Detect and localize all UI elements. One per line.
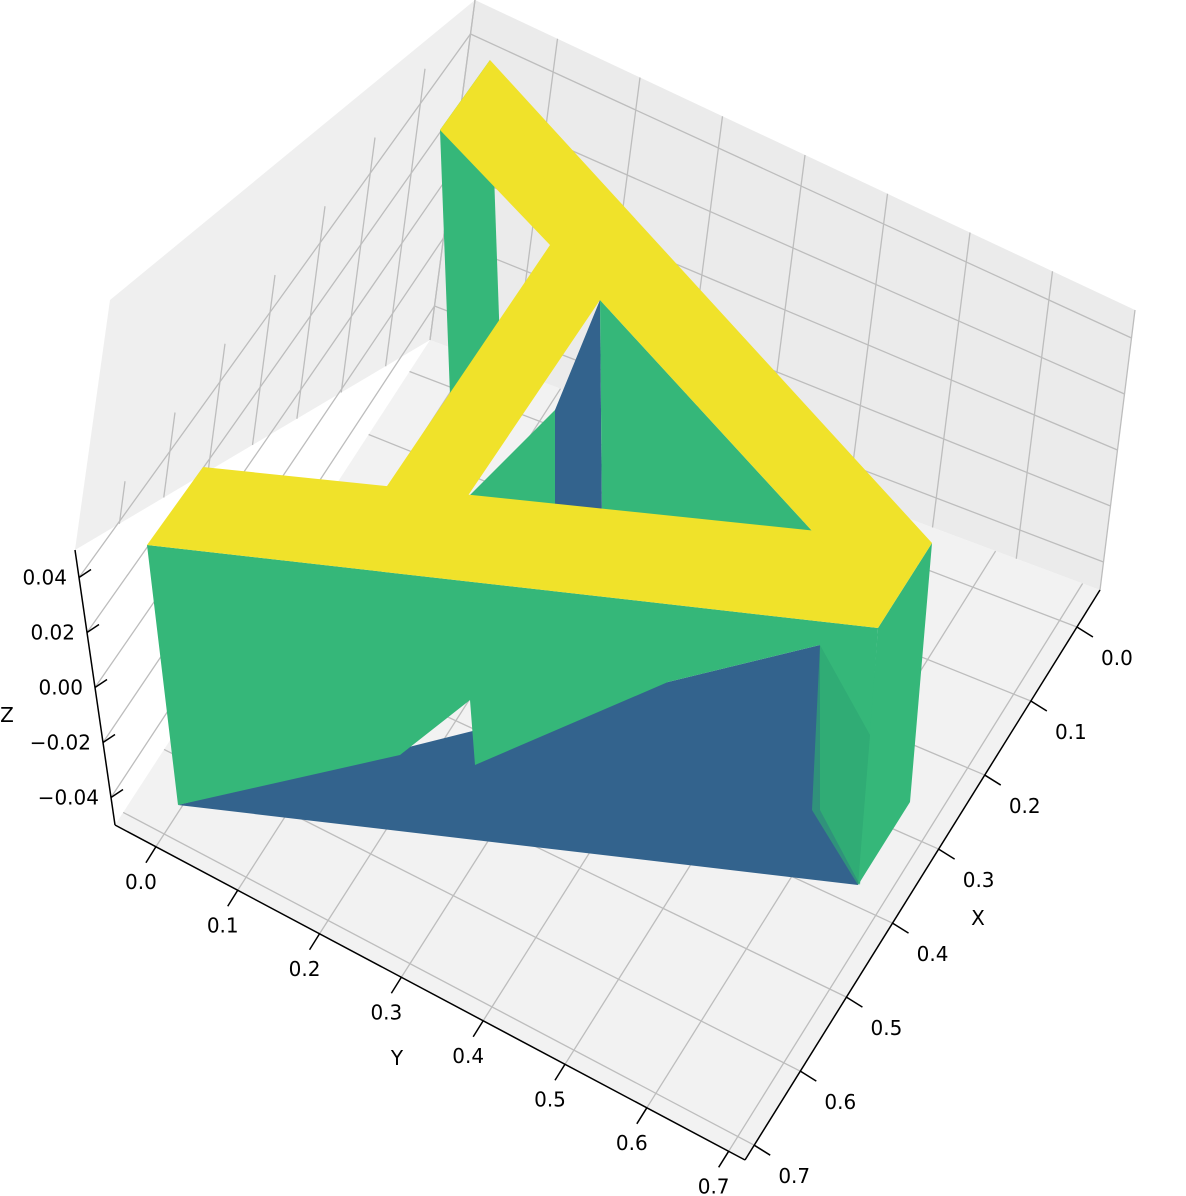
y-tick-label: 0.4 — [452, 1044, 484, 1068]
x-tick — [984, 774, 1002, 786]
x-tick — [799, 1070, 817, 1082]
y-tick-label: 0.7 — [698, 1174, 730, 1196]
x-tick — [846, 996, 863, 1008]
x-axis-line — [744, 589, 1101, 1161]
y-tick — [390, 976, 402, 994]
grid-line — [728, 583, 1084, 1152]
x-tick-label: 0.6 — [824, 1090, 856, 1114]
y-tick — [718, 1150, 730, 1168]
z-tick — [78, 568, 92, 579]
y-tick — [554, 1063, 566, 1081]
z-tick — [86, 623, 100, 634]
back-pane-right — [430, 0, 1135, 590]
x-axis-label: X — [971, 906, 985, 930]
y-tick-label: 0.0 — [125, 870, 157, 894]
y-tick — [308, 933, 321, 951]
z-tick-label: 0.02 — [30, 621, 75, 645]
surface-face — [178, 645, 908, 885]
z-tick-label: −0.02 — [30, 731, 91, 755]
x-tick-label: 0.7 — [778, 1164, 810, 1188]
z-tick-label: −0.04 — [38, 786, 99, 810]
surface-face — [858, 543, 932, 885]
y-tick-label: 0.3 — [370, 1000, 402, 1024]
x-tick — [753, 1144, 771, 1156]
y-tick — [636, 1107, 648, 1125]
z-tick — [102, 733, 116, 744]
y-tick — [227, 889, 239, 907]
grid-line — [78, 33, 1132, 578]
tick-labels: 0.0 0.1 0.2 0.3 0.4 0.5 0.6 0.7 0.0 0.1 0.2 0.3 0.4 0… — [22, 566, 1132, 1196]
y-tick-label: 0.2 — [289, 957, 321, 981]
surface-top — [490, 60, 932, 545]
x-tick-label: 0.5 — [871, 1016, 903, 1040]
z-axis-label: Z — [0, 703, 14, 727]
surface-face — [465, 410, 555, 505]
grid-line — [122, 811, 755, 1146]
z-tick-label: 0.00 — [38, 676, 83, 700]
surface-face — [555, 300, 602, 520]
grid-line — [163, 412, 176, 498]
grid-line — [118, 481, 126, 524]
y-tick-label: 0.1 — [207, 913, 239, 937]
y-tick — [472, 1020, 484, 1038]
grid-line — [384, 68, 426, 367]
x-tick-label: 0.1 — [1055, 720, 1087, 744]
y-axis-line — [114, 824, 746, 1161]
tick-marks — [78, 568, 1094, 1168]
x-tick-label: 0.4 — [917, 942, 949, 966]
x-tick — [1076, 626, 1094, 638]
surface-top — [383, 60, 600, 500]
z-tick — [94, 678, 108, 689]
z-tick-label: 0.04 — [22, 566, 67, 590]
grid-line — [251, 274, 276, 446]
surface-body — [147, 60, 932, 885]
surface-face — [147, 545, 878, 885]
z-tick — [110, 788, 124, 799]
y-tick-label: 0.5 — [534, 1087, 566, 1111]
grid-line — [207, 343, 226, 472]
y-tick — [145, 846, 157, 864]
y-axis-label: Y — [390, 1046, 404, 1070]
x-tick — [938, 848, 956, 860]
x-tick — [892, 922, 909, 934]
surface-face — [812, 645, 870, 885]
x-tick-label: 0.0 — [1101, 646, 1133, 670]
grid-line — [340, 137, 376, 393]
x-tick-label: 0.3 — [963, 868, 995, 892]
y-tick-label: 0.6 — [616, 1131, 648, 1155]
x-tick-label: 0.2 — [1009, 794, 1041, 818]
x-tick — [1030, 700, 1048, 712]
surface-top — [147, 467, 932, 628]
